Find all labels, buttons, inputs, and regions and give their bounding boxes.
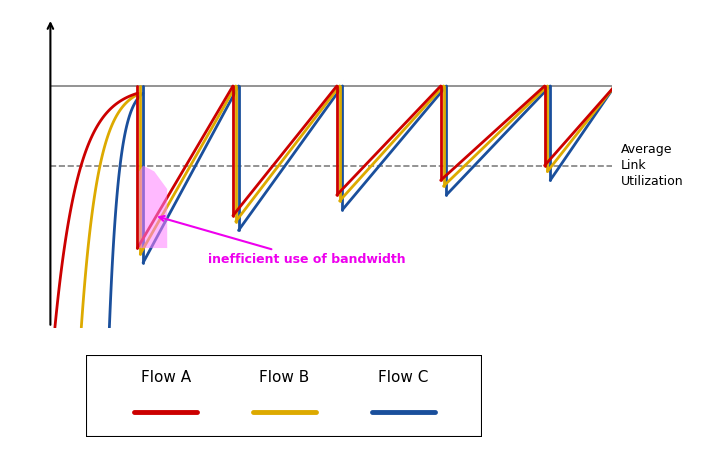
FancyBboxPatch shape [86,355,482,437]
Polygon shape [139,166,167,248]
Text: Average
Link
Utilization: Average Link Utilization [621,143,683,188]
Text: Flow A: Flow A [140,370,191,385]
Text: Flow C: Flow C [378,370,428,385]
Text: Flow B: Flow B [259,370,310,385]
Text: inefficient use of bandwidth: inefficient use of bandwidth [159,216,405,266]
